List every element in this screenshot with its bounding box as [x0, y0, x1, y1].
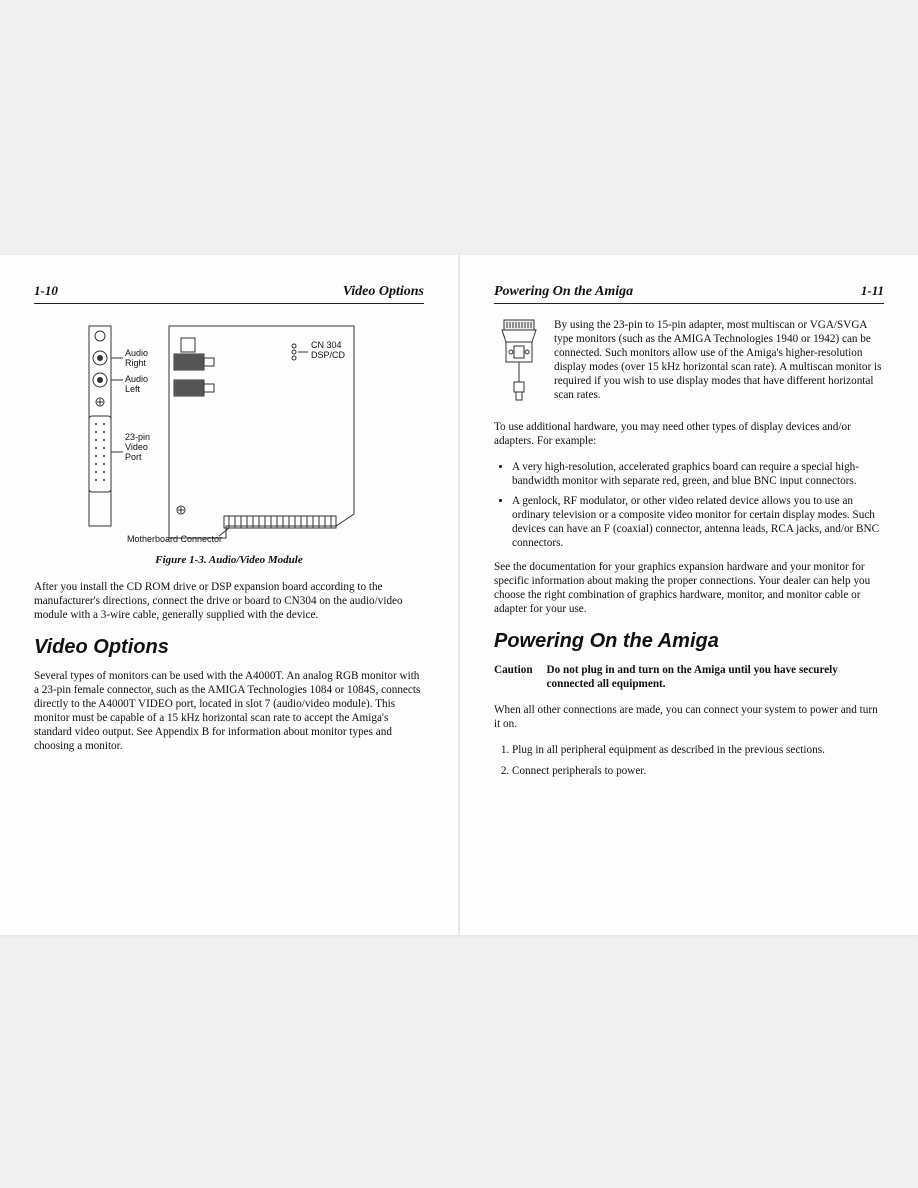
adapter-paragraph: By using the 23-pin to 15-pin adapter, m…	[554, 318, 884, 408]
adapter-icon	[494, 318, 544, 408]
adapter-figure-row: By using the 23-pin to 15-pin adapter, m…	[494, 318, 884, 408]
left-page: 1-10 Video Options	[0, 255, 459, 935]
left-h2: Video Options	[34, 636, 424, 659]
bullet-item: A very high-resolution, accelerated grap…	[512, 460, 884, 488]
caution-label: Caution	[494, 663, 533, 691]
right-bullets: A very high-resolution, accelerated grap…	[494, 460, 884, 550]
right-para-4: When all other connections are made, you…	[494, 703, 884, 731]
right-para-3: See the documentation for your graphics …	[494, 560, 884, 616]
av-module-svg: AudioRight AudioLeft 23-pinVideoPort CN …	[79, 318, 379, 548]
step-item: Connect peripherals to power.	[512, 764, 884, 779]
label-audio-left: AudioLeft	[125, 374, 148, 394]
label-video-port: 23-pinVideoPort	[125, 432, 150, 462]
right-h2: Powering On the Amiga	[494, 630, 884, 653]
caution-text: Do not plug in and turn on the Amiga unt…	[547, 663, 884, 691]
caution-block: Caution Do not plug in and turn on the A…	[494, 663, 884, 691]
label-mb-connector: Motherboard Connector	[127, 534, 222, 544]
right-steps: Plug in all peripheral equipment as desc…	[494, 743, 884, 778]
left-para-1: After you install the CD ROM drive or DS…	[34, 580, 424, 622]
label-cn304: CN 304DSP/CD	[311, 340, 346, 360]
bullet-item: A genlock, RF modulator, or other video …	[512, 494, 884, 550]
label-audio-right: AudioRight	[125, 348, 148, 368]
right-para-2: To use additional hardware, you may need…	[494, 420, 884, 448]
right-page-number: 1-11	[861, 283, 884, 299]
right-page-header: Powering On the Amiga 1-11	[494, 283, 884, 304]
left-page-number: 1-10	[34, 283, 58, 299]
figure-caption: Figure 1-3. Audio/Video Module	[34, 554, 424, 566]
book-spread: manualshiv 1-10 Video Options	[0, 255, 918, 935]
left-para-2: Several types of monitors can be used wi…	[34, 669, 424, 753]
left-header-title: Video Options	[343, 284, 424, 300]
right-page: Powering On the Amiga 1-11	[459, 255, 918, 935]
av-module-diagram: AudioRight AudioLeft 23-pinVideoPort CN …	[34, 318, 424, 548]
right-header-title: Powering On the Amiga	[494, 284, 633, 300]
left-page-header: 1-10 Video Options	[34, 283, 424, 304]
step-item: Plug in all peripheral equipment as desc…	[512, 743, 884, 758]
